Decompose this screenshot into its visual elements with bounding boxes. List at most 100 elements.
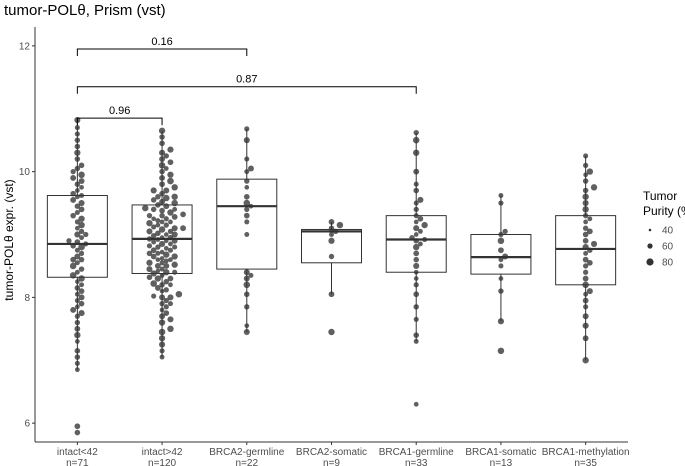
data-point [168,219,173,225]
data-point [159,198,166,205]
data-point [159,256,165,261]
comparison-pvalue: 0.96 [109,105,130,117]
data-point [146,228,153,235]
data-point [74,269,80,275]
data-point [167,275,174,282]
data-point [244,169,250,175]
data-point [74,231,81,238]
legend-point-80 [646,258,654,266]
data-point [244,219,250,225]
data-point [79,235,85,241]
data-point [163,166,169,171]
data-point [74,339,80,344]
data-point [180,211,186,218]
data-point [159,207,165,214]
data-point [248,203,254,209]
data-point [243,193,250,200]
data-point [155,244,161,250]
data-point [180,225,187,232]
data-point [78,300,85,307]
data-point [158,127,166,134]
data-point [70,256,77,263]
data-point [417,215,424,222]
data-point [74,149,81,156]
data-point [590,184,598,191]
x-tick-label: intact>42 [142,447,183,458]
data-point [328,225,335,231]
data-point [155,237,161,242]
data-point [159,266,165,272]
data-point [248,272,254,278]
data-point [413,291,420,298]
data-point [74,297,80,304]
data-point [159,174,166,181]
data-point [159,190,165,197]
data-point [154,285,161,291]
data-point [413,219,419,225]
y-tick-label: 12 [19,41,31,52]
data-point [329,232,334,237]
x-tick-count: n=71 [66,458,89,466]
data-point [244,126,250,132]
data-point [502,253,509,260]
data-point [582,178,589,184]
comparison-bracket [76,48,248,57]
data-point [74,260,80,266]
data-point [502,228,508,235]
data-point [163,216,169,222]
data-point [74,313,80,319]
data-point [83,231,89,238]
data-point [150,247,157,254]
data-point [498,257,504,263]
data-point [587,216,593,222]
data-point [78,310,85,317]
data-point [582,237,589,244]
data-point [83,241,89,247]
y-tick-label: 10 [19,167,31,178]
data-point [70,168,76,175]
data-point [146,266,153,273]
data-point [582,275,589,282]
data-point [74,225,80,231]
data-point [582,297,589,304]
data-point [422,237,428,243]
data-point [417,228,423,234]
data-point [582,243,589,251]
data-point [159,282,165,288]
data-point [167,325,174,333]
data-point [582,187,589,194]
data-point [74,219,80,225]
data-point [150,270,157,277]
x-tick-count: n=9 [323,458,340,466]
data-point [248,165,254,172]
legend-title-line1: Tumor [643,189,677,203]
data-point [155,222,161,228]
x-tick-label: BRCA1-methylation [542,447,630,458]
data-point [159,288,165,294]
data-point [243,199,251,207]
data-point [413,262,420,269]
data-point [497,237,505,245]
data-point [79,192,85,199]
data-point [70,243,76,249]
data-point [70,196,77,203]
data-point [74,247,80,253]
data-point [413,149,420,156]
legend-point-40 [648,228,652,232]
data-point [150,206,157,213]
data-point [154,262,161,269]
data-point [413,213,419,219]
comparison-pvalue: 0.87 [236,74,257,86]
data-point [159,156,166,162]
data-point [150,253,157,260]
data-point [163,287,169,293]
data-point [159,235,165,241]
x-tick-count: n=35 [574,458,597,466]
data-point [243,137,250,144]
data-point [413,304,419,310]
data-point [74,194,80,200]
data-point [159,212,165,219]
data-point [582,335,589,342]
data-point [74,348,81,354]
data-point [582,206,589,213]
